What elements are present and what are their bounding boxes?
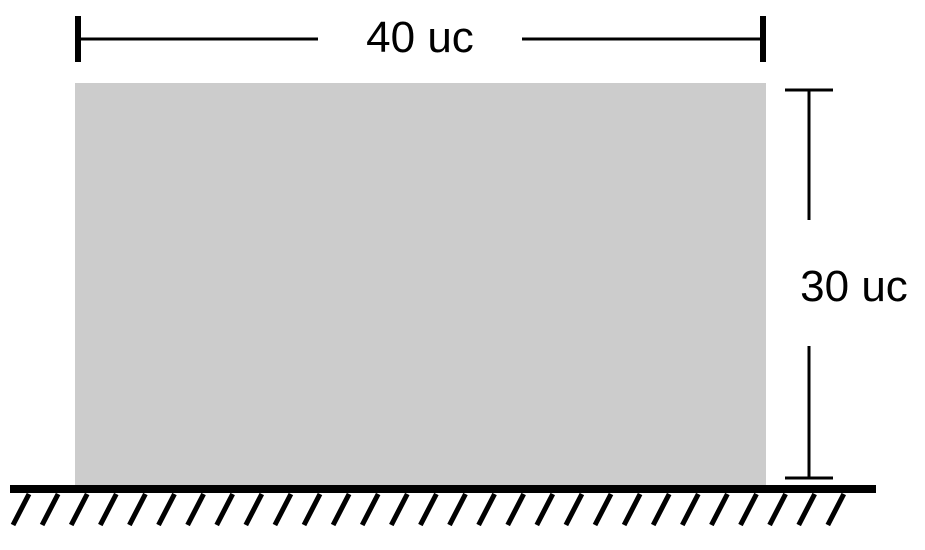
hatch-mark	[447, 492, 468, 527]
hatch-mark	[592, 492, 614, 527]
hatch-mark	[650, 492, 672, 527]
hatch-mark	[825, 492, 847, 527]
hatch-mark	[796, 492, 817, 527]
hatch-mark	[301, 492, 323, 527]
hatch-mark	[621, 492, 643, 527]
hatch-mark	[156, 492, 177, 527]
hatch-mark	[330, 492, 352, 527]
hatch-mark	[272, 492, 294, 527]
hatch-mark	[98, 492, 119, 527]
hatch-mark	[243, 492, 265, 527]
height-dimension	[785, 88, 833, 480]
hatch-mark	[359, 492, 381, 527]
hatch-mark	[10, 492, 32, 527]
block-rectangle	[75, 83, 766, 487]
hatch-mark	[563, 492, 585, 527]
hatch-mark	[534, 492, 556, 527]
hatch-mark	[214, 492, 235, 527]
hatch-mark	[476, 492, 497, 527]
width-dimension-label: 40 uc	[366, 13, 474, 62]
width-dimension	[75, 16, 766, 62]
ground-hatching	[10, 492, 847, 527]
hatch-mark	[127, 492, 148, 527]
hatch-mark	[767, 492, 788, 527]
hatch-mark	[709, 492, 730, 527]
hatch-mark	[389, 492, 410, 527]
hatch-mark	[418, 492, 439, 527]
hatch-mark	[738, 492, 759, 527]
hatch-mark	[39, 492, 61, 527]
hatch-mark	[680, 492, 701, 527]
hatch-mark	[185, 492, 206, 527]
height-dimension-label: 30 uc	[800, 262, 908, 311]
hatch-mark	[68, 492, 90, 527]
hatch-mark	[505, 492, 526, 527]
